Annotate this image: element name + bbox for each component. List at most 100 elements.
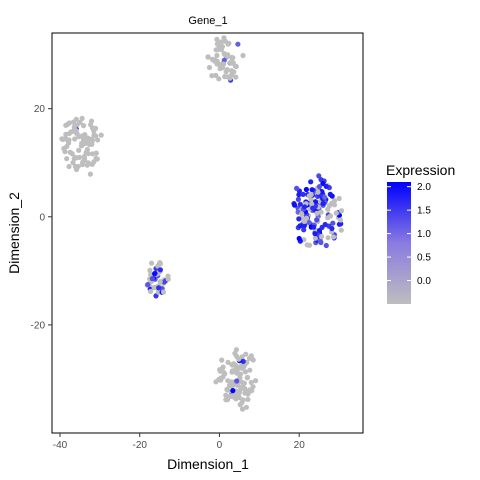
cell-point bbox=[323, 183, 329, 189]
cell-point bbox=[312, 235, 318, 241]
cell-point bbox=[318, 209, 324, 215]
legend-colorbar bbox=[387, 182, 411, 304]
cell-point bbox=[225, 41, 231, 47]
cell-point bbox=[244, 388, 250, 394]
cell-point bbox=[214, 36, 220, 43]
cell-point bbox=[77, 119, 83, 125]
cell-point bbox=[84, 162, 90, 168]
cell-point bbox=[295, 196, 301, 202]
cell-point bbox=[336, 195, 342, 202]
cell-point bbox=[325, 215, 331, 221]
cell-point bbox=[220, 65, 226, 71]
cell-point bbox=[233, 74, 239, 80]
cell-point bbox=[240, 397, 246, 403]
cell-point bbox=[296, 192, 302, 198]
data-points bbox=[59, 35, 345, 412]
cell-point bbox=[239, 365, 245, 371]
cell-point bbox=[66, 163, 72, 170]
cell-point bbox=[147, 288, 154, 294]
x-axis-ticks: -40 -20 0 20 bbox=[53, 433, 305, 451]
cell-point bbox=[292, 202, 298, 208]
cell-point bbox=[89, 136, 95, 142]
cell-point bbox=[214, 52, 220, 59]
cell-point bbox=[223, 397, 229, 403]
x-tick-label: -20 bbox=[132, 440, 147, 451]
cell-point bbox=[337, 217, 344, 223]
cell-point bbox=[70, 160, 76, 166]
cell-point bbox=[229, 68, 235, 74]
cell-point bbox=[308, 179, 314, 185]
cell-point bbox=[228, 60, 234, 66]
cell-point bbox=[310, 205, 316, 211]
cell-point bbox=[222, 52, 228, 58]
cell-point bbox=[234, 365, 240, 371]
cell-point bbox=[234, 370, 240, 376]
legend-ticks: 0.0 0.5 1.0 1.5 2.0 bbox=[387, 182, 431, 287]
cell-point bbox=[238, 379, 244, 385]
cell-point bbox=[294, 185, 300, 191]
cell-point bbox=[209, 73, 215, 79]
cell-point bbox=[224, 67, 230, 73]
cell-point bbox=[206, 64, 213, 71]
cell-point bbox=[248, 353, 254, 359]
legend-title: Expression bbox=[386, 162, 455, 178]
plot-panel-border bbox=[51, 32, 364, 434]
cell-point bbox=[89, 141, 95, 147]
cell-point bbox=[312, 231, 318, 237]
x-axis-title: Dimension_1 bbox=[167, 456, 249, 472]
cell-point bbox=[319, 233, 325, 240]
cell-point bbox=[300, 191, 306, 197]
cell-point bbox=[326, 203, 332, 209]
cell-point bbox=[229, 369, 235, 375]
cell-point bbox=[72, 163, 78, 170]
y-tick-label: -20 bbox=[31, 320, 46, 331]
cell-point bbox=[242, 369, 248, 375]
cell-point bbox=[323, 242, 329, 249]
cell-point bbox=[243, 404, 249, 410]
cell-point bbox=[205, 54, 211, 60]
legend-tick-label: 0.5 bbox=[417, 253, 431, 264]
cell-point bbox=[95, 137, 101, 143]
cell-point bbox=[145, 282, 151, 288]
cell-point bbox=[296, 216, 302, 222]
cell-point bbox=[209, 56, 215, 63]
cell-point bbox=[233, 396, 239, 402]
cell-point bbox=[221, 57, 227, 63]
cell-point bbox=[76, 154, 83, 160]
cell-point bbox=[318, 239, 324, 246]
cell-point bbox=[301, 204, 308, 210]
cell-point bbox=[245, 396, 251, 403]
cell-point bbox=[153, 293, 159, 299]
y-axis-title: Dimension_2 bbox=[6, 192, 22, 274]
cell-point bbox=[239, 406, 246, 412]
cell-point bbox=[233, 391, 239, 398]
cell-point bbox=[230, 388, 236, 394]
cell-point bbox=[219, 44, 225, 50]
cell-point bbox=[338, 221, 344, 227]
cell-point bbox=[229, 362, 235, 368]
cell-point bbox=[157, 267, 163, 273]
cell-point bbox=[81, 157, 87, 163]
cell-point bbox=[230, 55, 236, 61]
cell-point bbox=[322, 221, 328, 228]
cell-point bbox=[297, 201, 303, 207]
cell-point bbox=[70, 119, 76, 125]
cell-point bbox=[228, 381, 234, 387]
cell-point bbox=[147, 267, 153, 273]
cell-point bbox=[222, 371, 228, 377]
cell-point bbox=[214, 41, 220, 47]
cell-point bbox=[339, 208, 345, 214]
cell-point bbox=[322, 194, 328, 200]
cell-point bbox=[228, 393, 234, 399]
cell-point bbox=[248, 379, 254, 386]
cell-point bbox=[303, 186, 309, 193]
cell-point bbox=[253, 378, 259, 384]
cell-point bbox=[309, 201, 315, 207]
cell-point bbox=[316, 173, 322, 179]
y-axis-ticks: -20 0 20 bbox=[31, 104, 52, 331]
cell-point bbox=[320, 200, 326, 207]
cell-point bbox=[309, 187, 315, 193]
cell-point bbox=[235, 41, 241, 47]
cell-point bbox=[329, 193, 335, 199]
